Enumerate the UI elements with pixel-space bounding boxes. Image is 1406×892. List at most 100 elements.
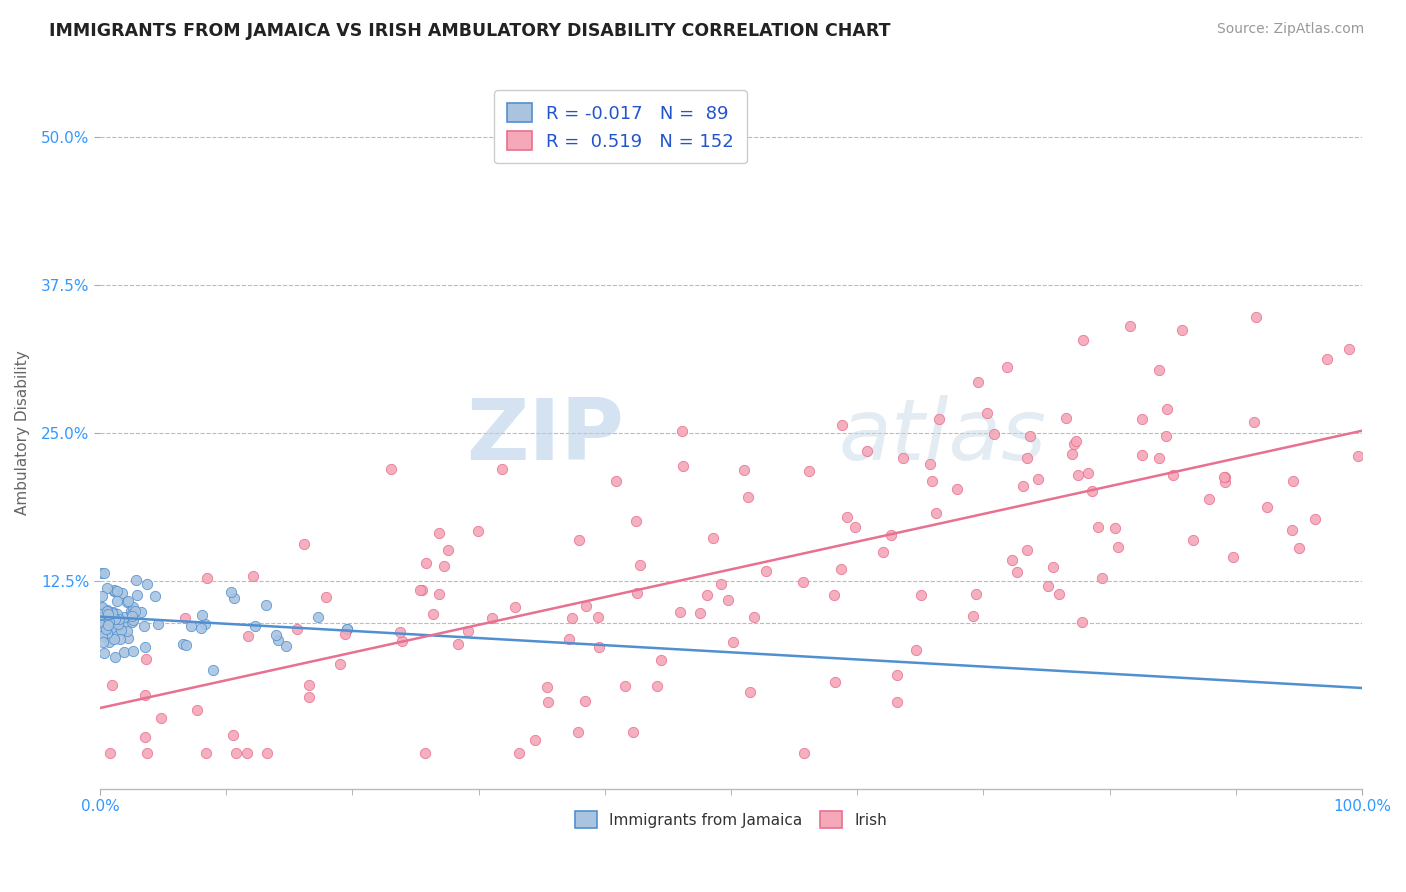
Point <box>754 564 776 578</box>
Point <box>336 622 359 636</box>
Point <box>143 589 166 603</box>
Point <box>672 459 695 474</box>
Point <box>222 591 245 606</box>
Point <box>225 746 247 760</box>
Point <box>388 624 411 639</box>
Point <box>90 629 112 643</box>
Point <box>122 644 145 658</box>
Point <box>1149 451 1171 466</box>
Point <box>1161 467 1184 482</box>
Point <box>1081 483 1104 498</box>
Point <box>107 616 129 631</box>
Point <box>328 657 350 671</box>
Point <box>1347 449 1369 463</box>
Point <box>103 632 125 647</box>
Point <box>242 569 264 583</box>
Point <box>105 594 128 608</box>
Point <box>738 685 761 699</box>
Point <box>254 598 277 612</box>
Point <box>112 610 135 624</box>
Point <box>103 584 125 599</box>
Point <box>98 615 121 630</box>
Point <box>575 599 598 613</box>
Point <box>1171 323 1194 337</box>
Point <box>172 637 194 651</box>
Point <box>120 604 142 618</box>
Point <box>588 610 610 624</box>
Point <box>101 678 124 692</box>
Point <box>100 621 122 635</box>
Point <box>287 622 309 636</box>
Point <box>107 612 129 626</box>
Point <box>93 607 115 622</box>
Point <box>121 613 143 627</box>
Point <box>94 623 117 637</box>
Point <box>1182 533 1205 547</box>
Point <box>292 537 315 551</box>
Point <box>90 601 112 615</box>
Point <box>1282 475 1305 489</box>
Point <box>194 617 217 632</box>
Y-axis label: Ambulatory Disability: Ambulatory Disability <box>15 351 30 516</box>
Point <box>98 746 121 760</box>
Point <box>1036 579 1059 593</box>
Point <box>103 583 125 598</box>
Point <box>90 618 112 632</box>
Point <box>1154 429 1177 443</box>
Point <box>307 610 329 624</box>
Point <box>100 607 122 622</box>
Point <box>117 593 139 607</box>
Point <box>536 680 558 694</box>
Point <box>588 640 610 655</box>
Point <box>886 668 908 682</box>
Point <box>190 608 212 623</box>
Point <box>96 626 118 640</box>
Point <box>90 607 112 621</box>
Point <box>447 636 470 650</box>
Point <box>1337 342 1360 356</box>
Point <box>433 559 456 574</box>
Point <box>856 443 879 458</box>
Point <box>792 746 814 760</box>
Point <box>844 520 866 534</box>
Point <box>91 610 114 624</box>
Point <box>928 412 950 426</box>
Point <box>1130 412 1153 426</box>
Point <box>427 587 450 601</box>
Point <box>737 490 759 504</box>
Point <box>333 627 356 641</box>
Point <box>96 604 118 618</box>
Point <box>1047 587 1070 601</box>
Point <box>645 679 668 693</box>
Point <box>508 746 530 760</box>
Legend: Immigrants from Jamaica, Irish: Immigrants from Jamaica, Irish <box>569 805 893 834</box>
Point <box>910 588 932 602</box>
Point <box>380 462 402 476</box>
Point <box>115 615 138 630</box>
Point <box>537 695 560 709</box>
Point <box>427 525 450 540</box>
Point <box>628 558 651 572</box>
Point <box>422 607 444 622</box>
Point <box>1107 540 1129 554</box>
Point <box>1213 475 1236 489</box>
Point <box>702 531 724 545</box>
Point <box>880 528 903 542</box>
Point <box>176 638 198 652</box>
Point <box>1091 571 1114 585</box>
Point <box>481 611 503 625</box>
Point <box>983 426 1005 441</box>
Point <box>93 624 115 639</box>
Point <box>744 609 766 624</box>
Point <box>505 600 527 615</box>
Point <box>121 609 143 624</box>
Point <box>135 746 157 760</box>
Point <box>1222 550 1244 565</box>
Point <box>830 561 852 575</box>
Point <box>415 746 437 760</box>
Point <box>965 586 987 600</box>
Point <box>976 406 998 420</box>
Point <box>391 634 413 648</box>
Point <box>920 457 942 471</box>
Point <box>122 599 145 614</box>
